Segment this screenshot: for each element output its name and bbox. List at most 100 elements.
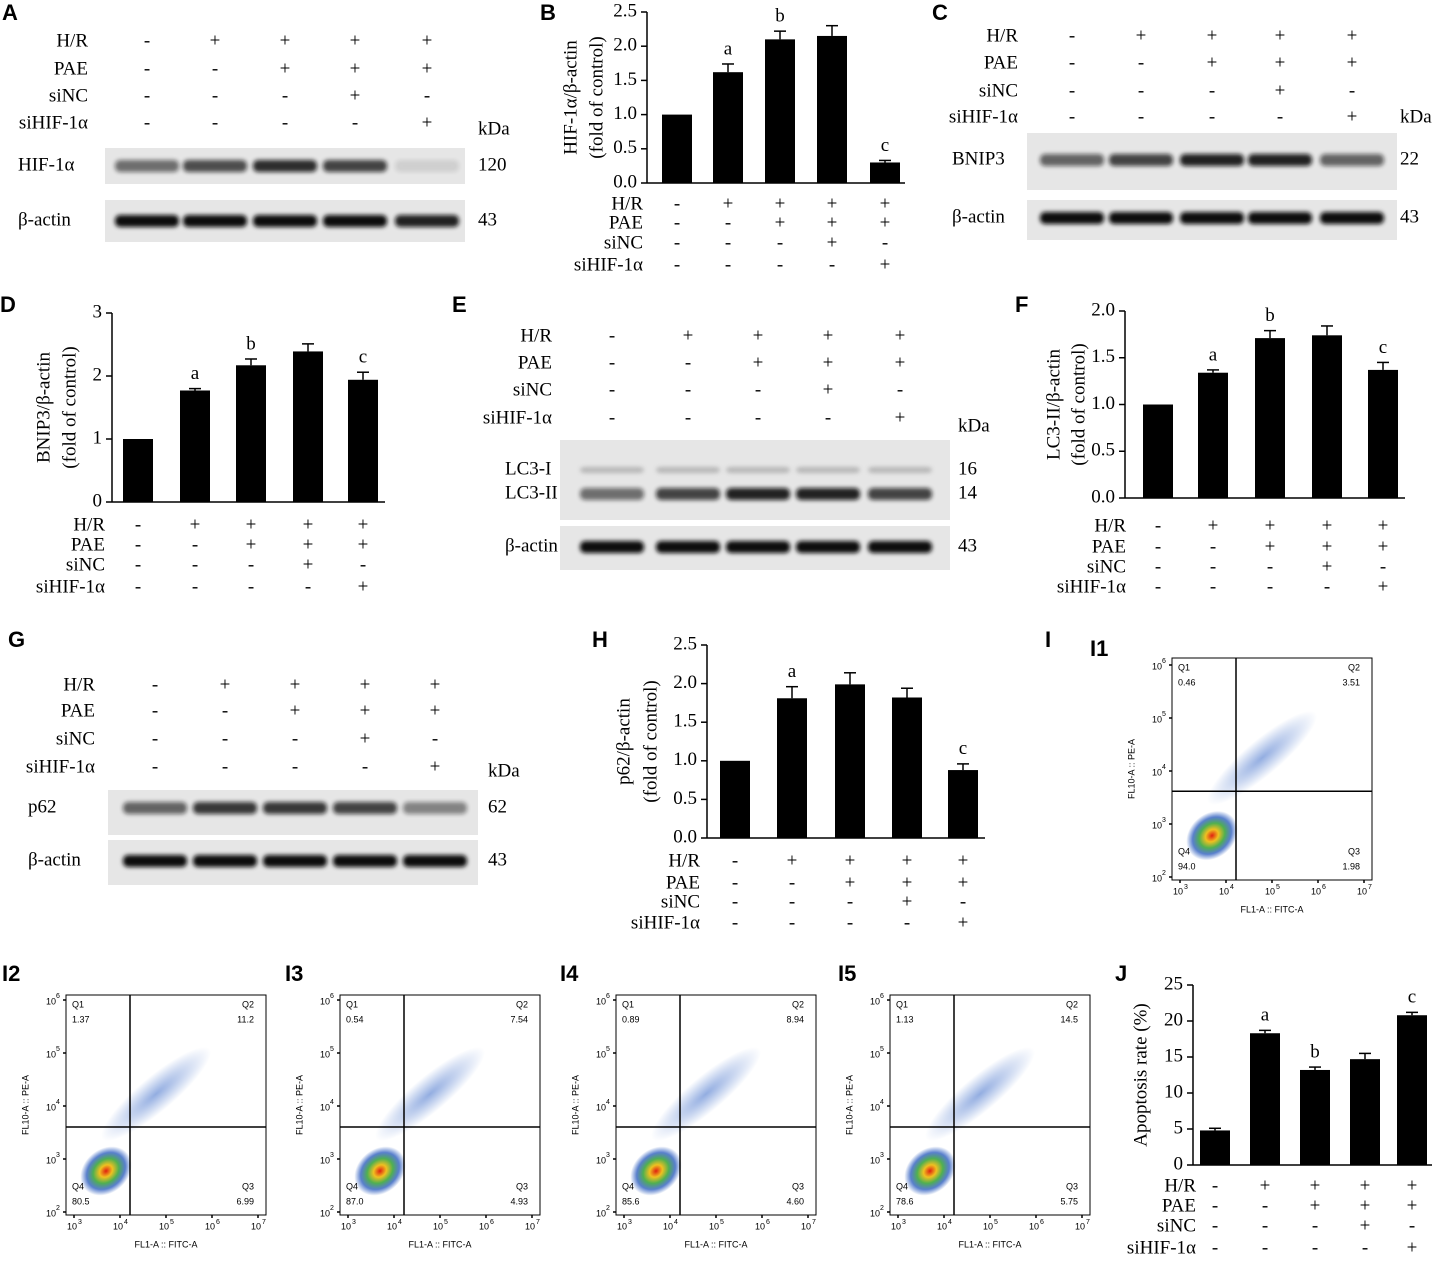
condition-sign: - xyxy=(1312,1237,1318,1258)
bar xyxy=(1143,404,1173,498)
condition-sign: + xyxy=(1360,1215,1371,1236)
blot-band xyxy=(123,855,187,867)
condition-sign: + xyxy=(1208,515,1219,536)
x-tick-base: 10 xyxy=(1357,886,1367,896)
y-axis-label: p62/β-actin xyxy=(613,698,634,785)
condition-sign: - xyxy=(847,912,853,933)
y-tick-exponent: 3 xyxy=(1162,817,1166,824)
condition-name: siNC xyxy=(49,85,88,106)
density-cloud xyxy=(630,1146,682,1196)
condition-sign: - xyxy=(1210,536,1216,557)
condition-sign: - xyxy=(144,30,150,51)
quadrant-value: 0.89 xyxy=(622,1014,640,1024)
blot-band xyxy=(1040,154,1104,166)
condition-name: siHIF-1α xyxy=(574,254,643,275)
y-tick-exponent: 6 xyxy=(330,993,334,1000)
x-axis-label: FL1-A :: FITC-A xyxy=(134,1239,197,1249)
condition-sign: - xyxy=(360,554,366,575)
condition-name: H/R xyxy=(73,514,105,535)
condition-sign: + xyxy=(246,534,257,555)
condition-sign: - xyxy=(829,254,835,275)
x-tick-base: 10 xyxy=(1029,1221,1039,1231)
y-tick-exponent: 2 xyxy=(880,1205,884,1212)
condition-sign: + xyxy=(827,232,838,253)
condition-sign: + xyxy=(1407,1195,1418,1216)
x-tick-exponent: 4 xyxy=(1230,884,1234,891)
y-tick-base: 10 xyxy=(46,1102,56,1112)
blot-band xyxy=(726,467,790,473)
condition-sign: - xyxy=(1277,106,1283,127)
y-axis-label: BNIP3/β-actin xyxy=(33,352,54,463)
condition-sign: + xyxy=(220,674,231,695)
condition-name: siHIF-1α xyxy=(1127,1237,1196,1258)
condition-sign: - xyxy=(152,700,158,721)
x-tick-base: 10 xyxy=(891,1221,901,1231)
condition-sign: - xyxy=(1210,576,1216,597)
blot-band xyxy=(726,541,790,553)
blot-band xyxy=(263,855,327,867)
condition-sign: - xyxy=(1312,1215,1318,1236)
condition-sign: - xyxy=(725,212,731,233)
condition-sign: + xyxy=(827,193,838,214)
quadrant-value: 4.93 xyxy=(510,1196,528,1206)
condition-sign: - xyxy=(1069,25,1075,46)
x-tick-base: 10 xyxy=(801,1221,811,1231)
condition-name: H/R xyxy=(1094,515,1126,536)
blot-band xyxy=(796,467,860,473)
blot-band xyxy=(1248,212,1312,224)
significance-letter: b xyxy=(1310,1041,1320,1062)
condition-sign: + xyxy=(422,112,433,133)
y-tick-label: 1.0 xyxy=(673,749,697,770)
blot-band xyxy=(796,541,860,553)
x-tick-exponent: 7 xyxy=(1368,884,1372,891)
y-tick-label: 0.0 xyxy=(613,171,637,192)
condition-sign: - xyxy=(1349,80,1355,101)
condition-name: siNC xyxy=(979,80,1018,101)
density-cloud xyxy=(375,1047,485,1141)
condition-sign: + xyxy=(290,700,301,721)
panel-label: B xyxy=(540,0,556,25)
x-axis-label: FL1-A :: FITC-A xyxy=(958,1239,1021,1249)
condition-sign: + xyxy=(290,674,301,695)
blot-band xyxy=(323,215,387,227)
plot-label: I1 xyxy=(1090,636,1108,661)
condition-name: siNC xyxy=(513,379,552,400)
quadrant-name: Q4 xyxy=(1178,846,1190,856)
condition-name: H/R xyxy=(1164,1175,1196,1196)
x-axis-label: FL1-A :: FITC-A xyxy=(408,1239,471,1249)
condition-sign: - xyxy=(1262,1215,1268,1236)
plot-label: I5 xyxy=(838,961,856,986)
condition-sign: + xyxy=(1322,515,1333,536)
condition-sign: - xyxy=(674,212,680,233)
blot-band xyxy=(253,215,317,227)
condition-sign: + xyxy=(360,700,371,721)
y-tick-exponent: 2 xyxy=(56,1205,60,1212)
y-tick-exponent: 2 xyxy=(330,1205,334,1212)
significance-letter: c xyxy=(1408,987,1416,1008)
y-tick-label: 25 xyxy=(1164,973,1183,994)
y-tick-base: 10 xyxy=(320,1155,330,1165)
condition-sign: + xyxy=(1347,52,1358,73)
blot-band xyxy=(183,215,247,227)
y-tick-base: 10 xyxy=(46,996,56,1006)
condition-sign: - xyxy=(144,58,150,79)
bar xyxy=(713,72,743,183)
x-tick-exponent: 5 xyxy=(720,1219,724,1226)
condition-sign: - xyxy=(152,728,158,749)
bar xyxy=(662,114,692,183)
y-tick-exponent: 3 xyxy=(880,1152,884,1159)
quadrant-name: Q3 xyxy=(792,1181,804,1191)
condition-sign: + xyxy=(683,325,694,346)
x-axis-label: FL1-A :: FITC-A xyxy=(684,1239,747,1249)
y-tick-base: 10 xyxy=(596,1208,606,1218)
blot-band xyxy=(263,802,327,814)
x-tick-exponent: 6 xyxy=(1322,884,1326,891)
band-name: LC3-II xyxy=(505,482,558,503)
x-tick-base: 10 xyxy=(525,1221,535,1231)
y-tick-label: 1.5 xyxy=(1091,346,1115,367)
condition-sign: - xyxy=(725,232,731,253)
blot-band xyxy=(115,160,179,172)
y-tick-base: 10 xyxy=(870,1208,880,1218)
condition-sign: - xyxy=(135,576,141,597)
condition-name: siHIF-1α xyxy=(631,912,700,933)
